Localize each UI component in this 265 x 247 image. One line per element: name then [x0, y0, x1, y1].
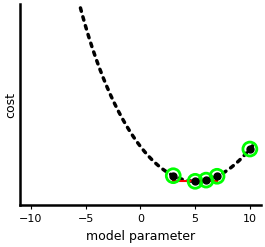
Point — [248, 147, 252, 151]
Point — [204, 178, 208, 182]
Point — [215, 174, 219, 178]
Point — [171, 174, 175, 178]
Point — [204, 178, 208, 182]
X-axis label: model parameter: model parameter — [86, 230, 195, 243]
Point — [171, 174, 175, 178]
Y-axis label: cost: cost — [4, 92, 17, 118]
Point — [193, 179, 197, 183]
Point — [215, 174, 219, 178]
Point — [193, 179, 197, 183]
Point — [248, 147, 252, 151]
